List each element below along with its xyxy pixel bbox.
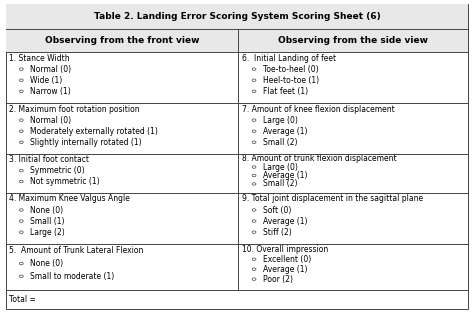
Text: Normal (0): Normal (0) bbox=[30, 115, 72, 125]
Text: Average (1): Average (1) bbox=[263, 171, 308, 180]
Text: None (0): None (0) bbox=[30, 206, 64, 214]
Text: Stiff (2): Stiff (2) bbox=[263, 228, 292, 237]
Text: Wide (1): Wide (1) bbox=[30, 76, 63, 85]
Text: Large (0): Large (0) bbox=[263, 115, 298, 125]
Bar bbox=[6, 28, 468, 52]
Text: None (0): None (0) bbox=[30, 259, 64, 268]
Text: Excellent (0): Excellent (0) bbox=[263, 255, 311, 264]
Text: 4. Maximum Knee Valgus Angle: 4. Maximum Knee Valgus Angle bbox=[9, 194, 130, 203]
Text: Average (1): Average (1) bbox=[263, 217, 308, 226]
Bar bbox=[6, 4, 468, 28]
Text: 7. Amount of knee flexion displacement: 7. Amount of knee flexion displacement bbox=[242, 105, 395, 114]
Text: Average (1): Average (1) bbox=[263, 265, 308, 274]
Text: Normal (0): Normal (0) bbox=[30, 65, 72, 74]
Text: 6.  Initial Landing of feet: 6. Initial Landing of feet bbox=[242, 54, 337, 63]
Text: Toe-to-heel (0): Toe-to-heel (0) bbox=[263, 65, 319, 74]
Text: Total =: Total = bbox=[9, 295, 36, 304]
Text: Observing from the side view: Observing from the side view bbox=[278, 36, 428, 45]
Text: Large (2): Large (2) bbox=[30, 228, 65, 237]
Text: Soft (0): Soft (0) bbox=[263, 206, 292, 214]
Text: Small (2): Small (2) bbox=[263, 138, 298, 147]
Text: Symmetric (0): Symmetric (0) bbox=[30, 166, 85, 175]
Text: 3. Initial foot contact: 3. Initial foot contact bbox=[9, 155, 90, 164]
Text: Narrow (1): Narrow (1) bbox=[30, 87, 71, 96]
Text: Average (1): Average (1) bbox=[263, 127, 308, 136]
Text: 9. Total joint displacement in the sagittal plane: 9. Total joint displacement in the sagit… bbox=[242, 194, 423, 203]
Text: Poor (2): Poor (2) bbox=[263, 275, 293, 284]
Text: Slightly internally rotated (1): Slightly internally rotated (1) bbox=[30, 138, 142, 147]
Text: Small (2): Small (2) bbox=[263, 179, 298, 188]
Text: Small to moderate (1): Small to moderate (1) bbox=[30, 272, 115, 281]
Text: 10. Overall impression: 10. Overall impression bbox=[242, 245, 328, 254]
Text: Small (1): Small (1) bbox=[30, 217, 65, 226]
Text: Moderately externally rotated (1): Moderately externally rotated (1) bbox=[30, 127, 158, 136]
Text: Heel-to-toe (1): Heel-to-toe (1) bbox=[263, 76, 319, 85]
Text: 5.  Amount of Trunk Lateral Flexion: 5. Amount of Trunk Lateral Flexion bbox=[9, 246, 144, 255]
Text: Observing from the front view: Observing from the front view bbox=[45, 36, 199, 45]
Text: 1. Stance Width: 1. Stance Width bbox=[9, 54, 70, 63]
Text: 2. Maximum foot rotation position: 2. Maximum foot rotation position bbox=[9, 105, 140, 114]
Text: Table 2. Landing Error Scoring System Scoring Sheet (6): Table 2. Landing Error Scoring System Sc… bbox=[94, 12, 380, 21]
Text: Flat feet (1): Flat feet (1) bbox=[263, 87, 308, 96]
Text: Not symmetric (1): Not symmetric (1) bbox=[30, 177, 100, 186]
Text: Large (0): Large (0) bbox=[263, 162, 298, 172]
Text: 8. Amount of trunk flexion displacement: 8. Amount of trunk flexion displacement bbox=[242, 154, 397, 163]
